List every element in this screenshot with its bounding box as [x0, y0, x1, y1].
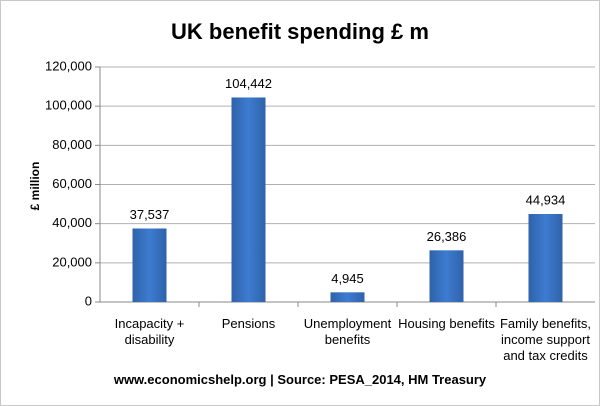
bar — [132, 228, 167, 302]
y-tick-label: 20,000 — [52, 254, 92, 269]
bar — [528, 214, 563, 302]
y-tick-label: 60,000 — [52, 176, 92, 191]
source-note: www.economicshelp.org | Source: PESA_201… — [113, 372, 487, 387]
value-label: 4,945 — [331, 271, 364, 286]
y-tick-label: 120,000 — [45, 58, 92, 73]
x-tick-label: Unemployment benefits — [303, 316, 392, 347]
x-tick-label: Pensions — [221, 316, 276, 331]
y-tick-label: 100,000 — [45, 98, 92, 113]
x-tick-label: Housing benefits — [398, 316, 495, 331]
bar — [231, 97, 266, 303]
value-label: 37,537 — [130, 207, 170, 222]
bar — [330, 292, 365, 302]
value-label: 44,934 — [526, 192, 566, 207]
x-tick-label: Family benefits, income support and tax … — [499, 316, 592, 363]
y-tick-label: 0 — [85, 293, 92, 308]
value-label: 104,442 — [225, 76, 272, 91]
y-tick-label: 40,000 — [52, 215, 92, 230]
value-label: 26,386 — [427, 229, 467, 244]
bar — [429, 250, 464, 302]
y-tick-label: 80,000 — [52, 137, 92, 152]
y-axis-title: £ million — [28, 162, 42, 211]
x-tick-label: Incapacity + disability — [114, 316, 185, 347]
chart-title: UK benefit spending £ m — [171, 19, 429, 44]
